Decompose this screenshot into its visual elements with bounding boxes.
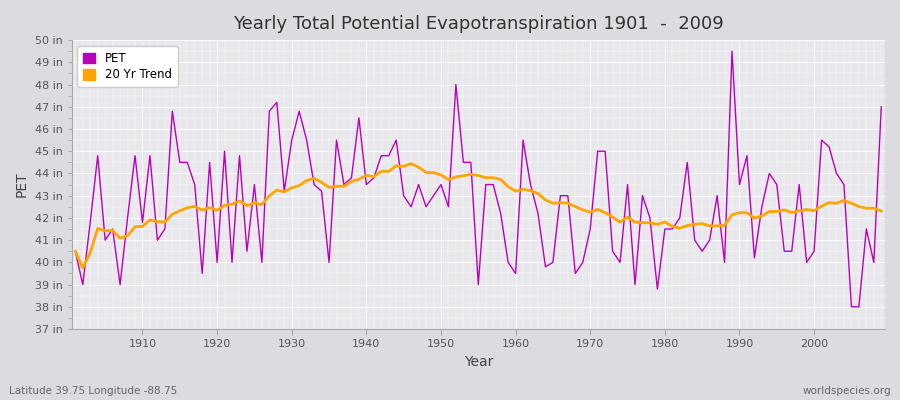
Title: Yearly Total Potential Evapotranspiration 1901  -  2009: Yearly Total Potential Evapotranspiratio… [233,15,724,33]
Legend: PET, 20 Yr Trend: PET, 20 Yr Trend [77,46,177,87]
X-axis label: Year: Year [464,355,493,369]
Y-axis label: PET: PET [15,172,29,197]
Text: worldspecies.org: worldspecies.org [803,386,891,396]
Text: Latitude 39.75 Longitude -88.75: Latitude 39.75 Longitude -88.75 [9,386,177,396]
